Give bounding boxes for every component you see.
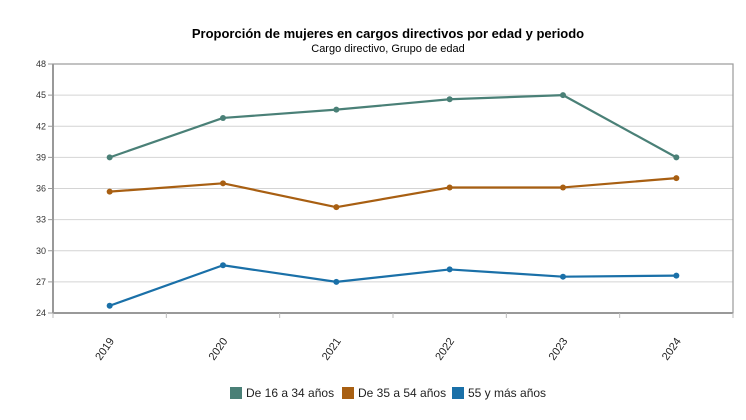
data-point xyxy=(673,154,680,161)
y-tick-label: 36 xyxy=(36,184,46,194)
y-tick-label: 48 xyxy=(36,59,46,69)
x-tick-label: 2020 xyxy=(207,336,231,363)
legend-swatch xyxy=(452,387,464,399)
legend-item-3: 55 y más años xyxy=(452,386,546,400)
x-tick-label: 2024 xyxy=(660,336,684,363)
legend-label: De 35 a 54 años xyxy=(358,386,446,400)
y-tick-label: 39 xyxy=(36,152,46,162)
y-axis: 24 27 30 33 36 39 42 45 48 xyxy=(36,59,54,318)
data-point xyxy=(560,273,566,280)
y-tick-label: 45 xyxy=(36,90,46,100)
legend-label: De 16 a 34 años xyxy=(246,386,334,400)
data-point xyxy=(673,272,680,279)
data-point xyxy=(333,278,340,285)
x-tick-label: 2019 xyxy=(93,336,117,363)
legend-swatch xyxy=(230,387,242,399)
data-point xyxy=(446,96,453,103)
data-point xyxy=(220,262,226,269)
data-point xyxy=(106,188,113,195)
data-point xyxy=(560,184,566,191)
legend: De 16 a 34 años De 35 a 54 años 55 y más a… xyxy=(230,386,546,400)
legend-item-2: De 35 a 54 años xyxy=(342,386,446,400)
legend-label: 55 y más años xyxy=(468,386,546,400)
x-axis: 2019 2020 2021 2022 2023 2024 xyxy=(52,312,734,363)
chart-title: Proporción de mujeres en cargos directiv… xyxy=(192,26,584,41)
x-tick-label: 2021 xyxy=(320,336,344,363)
y-tick-label: 30 xyxy=(36,246,46,256)
legend-swatch xyxy=(342,387,354,399)
y-tick-label: 42 xyxy=(36,121,46,131)
series-2 xyxy=(106,175,680,211)
data-point xyxy=(560,92,566,99)
data-point xyxy=(106,302,113,309)
series-line xyxy=(109,94,677,159)
series-1 xyxy=(106,92,680,161)
chart-subtitle: Cargo directivo, Grupo de edad xyxy=(311,43,464,55)
data-point xyxy=(220,180,226,187)
data-point xyxy=(333,106,340,113)
series-line xyxy=(109,264,677,307)
y-tick-label: 27 xyxy=(36,277,46,287)
data-point xyxy=(446,266,453,273)
x-tick-label: 2022 xyxy=(433,336,457,363)
data-point xyxy=(333,204,340,211)
series-layer xyxy=(106,92,680,309)
y-tick-label: 24 xyxy=(36,308,46,318)
data-point xyxy=(673,175,680,182)
series-line xyxy=(109,177,677,209)
series-3 xyxy=(106,262,680,309)
y-tick-label: 33 xyxy=(36,215,46,225)
legend-item-1: De 16 a 34 años xyxy=(230,386,334,400)
data-point xyxy=(446,184,453,191)
data-point xyxy=(106,154,113,161)
data-point xyxy=(220,114,226,121)
x-tick-label: 2023 xyxy=(547,336,571,363)
